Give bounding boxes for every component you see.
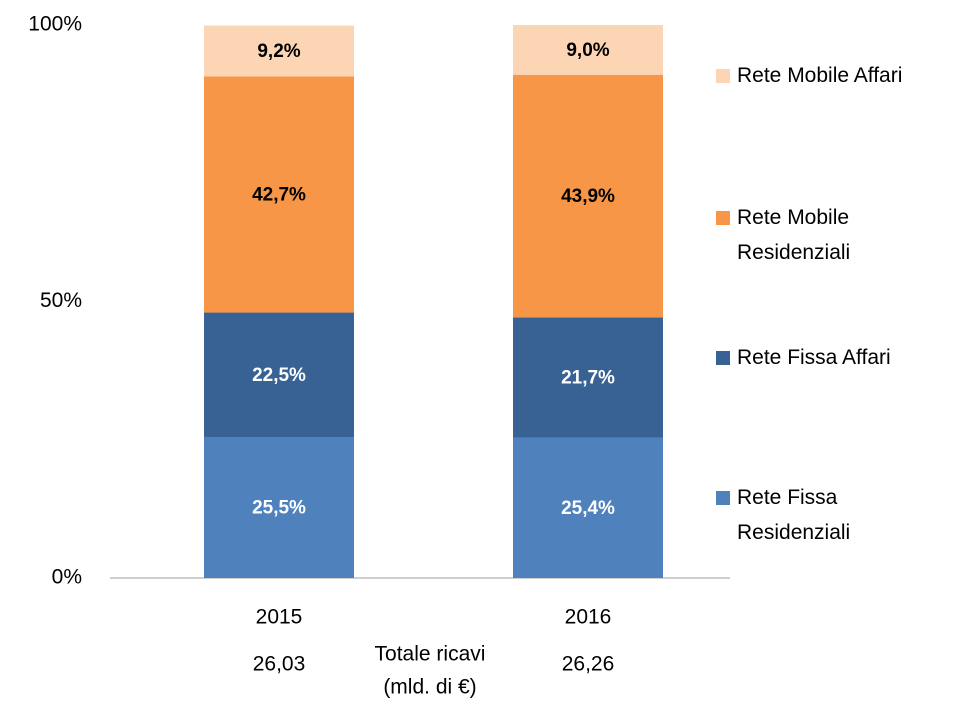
legend-item: Rete Fissa Residenziali xyxy=(716,480,948,550)
bar-segment xyxy=(513,317,663,438)
legend-swatch xyxy=(716,211,730,225)
legend-item: Rete Mobile Affari xyxy=(716,58,948,93)
bar-segment xyxy=(204,312,354,437)
x-tick-label: 2016 xyxy=(565,606,612,629)
data-label: 9,0% xyxy=(566,40,609,61)
data-label: 21,7% xyxy=(561,368,615,389)
bar-segment xyxy=(204,76,354,313)
total-value: 26,26 xyxy=(562,653,615,676)
bar-segment xyxy=(204,436,354,578)
bar-segment xyxy=(513,437,663,578)
legend-swatch xyxy=(716,69,730,83)
legend-item: Rete Fissa Affari xyxy=(716,340,948,375)
data-label: 22,5% xyxy=(252,365,306,386)
y-tick-label: 50% xyxy=(40,289,82,312)
y-tick-label: 100% xyxy=(28,13,82,36)
total-value: 26,03 xyxy=(253,653,306,676)
data-label: 43,9% xyxy=(561,186,615,207)
legend-item: Rete Mobile Residenziali xyxy=(716,200,948,270)
legend-swatch xyxy=(716,351,730,365)
data-label: 42,7% xyxy=(252,185,306,206)
bar-segment xyxy=(513,74,663,318)
data-label: 25,4% xyxy=(561,498,615,519)
legend-label: Rete Fissa Residenziali xyxy=(737,486,851,544)
totals-label: Totale ricavi xyxy=(375,643,486,666)
bar-segment xyxy=(204,25,354,77)
legend-swatch xyxy=(716,491,730,505)
data-label: 25,5% xyxy=(252,498,306,519)
data-label: 9,2% xyxy=(257,41,300,62)
legend-label: Rete Mobile Affari xyxy=(737,64,903,87)
x-tick-label: 2015 xyxy=(256,606,303,629)
legend-label: Rete Mobile Residenziali xyxy=(737,206,851,264)
y-tick-label: 0% xyxy=(52,566,82,589)
bar-segment xyxy=(513,25,663,75)
legend-label: Rete Fissa Affari xyxy=(737,346,891,369)
totals-label: (mld. di €) xyxy=(383,676,476,699)
